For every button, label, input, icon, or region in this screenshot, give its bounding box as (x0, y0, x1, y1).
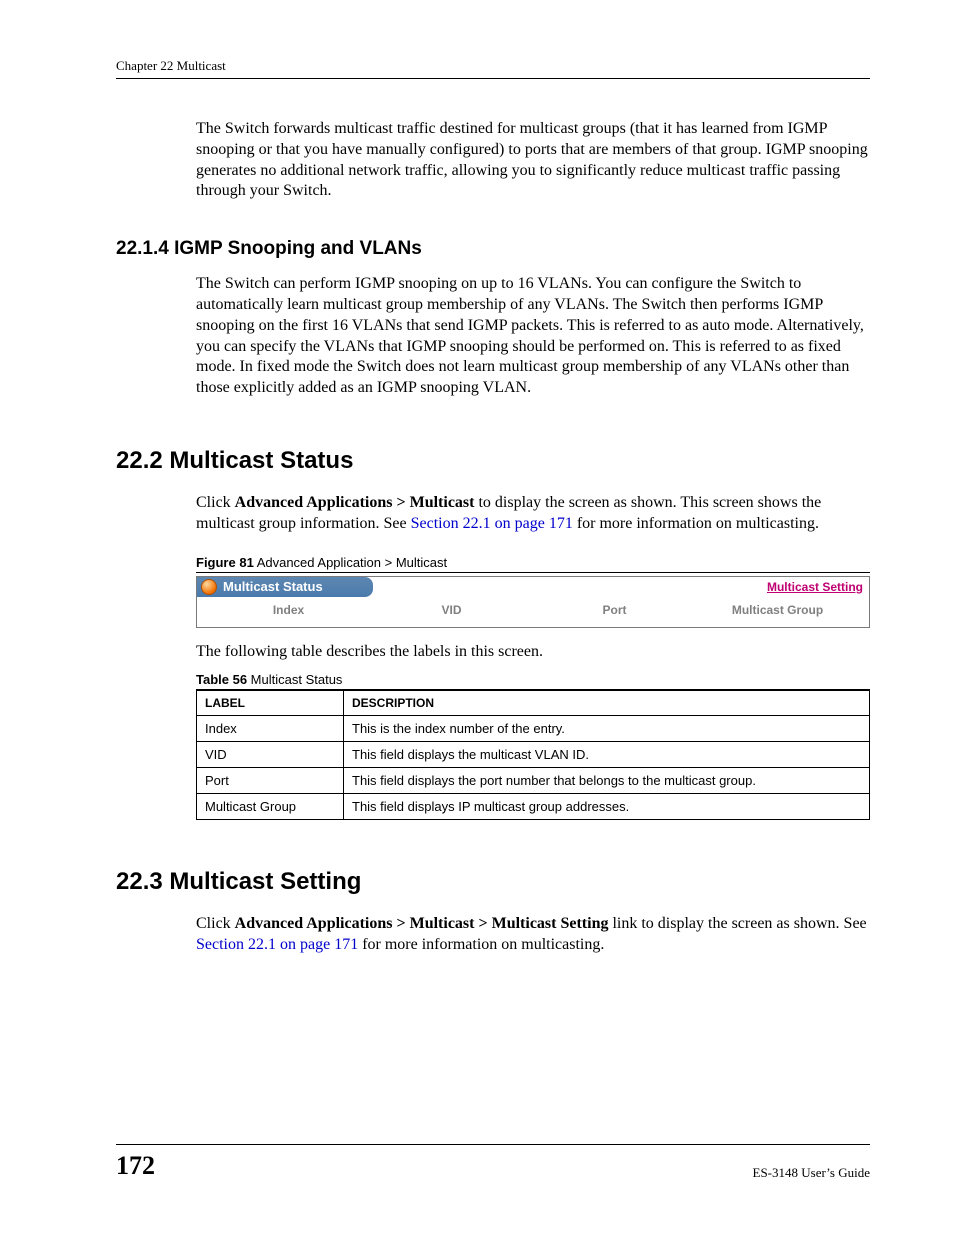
following-text: The following table describes the labels… (116, 642, 870, 663)
table-header-row: LABEL DESCRIPTION (197, 690, 870, 716)
para-22-3: Click Advanced Applications > Multicast … (116, 914, 870, 956)
table-56: LABEL DESCRIPTION Index This is the inde… (196, 689, 870, 820)
text: for more information on multicasting. (358, 936, 604, 953)
col-vid: VID (370, 603, 533, 617)
col-index: Index (207, 603, 370, 617)
ui-column-headers: Index VID Port Multicast Group (197, 597, 869, 627)
table-row: Index This is the index number of the en… (197, 716, 870, 742)
ui-titlebar: Multicast Status Multicast Setting (197, 577, 869, 597)
table-caption: Table 56 Multicast Status (196, 672, 870, 687)
ui-title-pill: Multicast Status (197, 577, 373, 597)
nav-path: Advanced Applications > Multicast > Mult… (235, 915, 609, 932)
table-title: Multicast Status (247, 672, 342, 687)
th-label: LABEL (197, 690, 344, 716)
guide-name: ES-3148 User’s Guide (753, 1165, 870, 1181)
orb-icon (201, 579, 217, 595)
heading-22-3: 22.3 Multicast Setting (116, 868, 870, 896)
multicast-status-screenshot: Multicast Status Multicast Setting Index… (196, 576, 870, 628)
xref-22-1[interactable]: Section 22.1 on page 171 (196, 936, 358, 953)
col-port: Port (533, 603, 696, 617)
th-description: DESCRIPTION (344, 690, 870, 716)
text: Click (196, 494, 235, 511)
text: for more information on multicasting. (573, 515, 819, 532)
running-header: Chapter 22 Multicast (116, 58, 870, 79)
figure-title: Advanced Application > Multicast (254, 555, 447, 570)
col-multicast-group: Multicast Group (696, 603, 859, 617)
cell-desc: This field displays IP multicast group a… (344, 794, 870, 820)
xref-22-1[interactable]: Section 22.1 on page 171 (411, 515, 573, 532)
table-row: Port This field displays the port number… (197, 768, 870, 794)
page-footer: 172 ES-3148 User’s Guide (116, 1144, 870, 1181)
cell-label: Port (197, 768, 344, 794)
ui-title: Multicast Status (223, 579, 323, 594)
text: link to display the screen as shown. See (608, 915, 866, 932)
page-number: 172 (116, 1151, 155, 1181)
nav-path: Advanced Applications > Multicast (235, 494, 475, 511)
text: Click (196, 915, 235, 932)
para-22-1-4: The Switch can perform IGMP snooping on … (116, 274, 870, 399)
table-row: Multicast Group This field displays IP m… (197, 794, 870, 820)
figure-81: Multicast Status Multicast Setting Index… (196, 572, 870, 628)
figure-caption: Figure 81 Advanced Application > Multica… (196, 555, 870, 570)
table-label: Table 56 (196, 672, 247, 687)
cell-label: Index (197, 716, 344, 742)
cell-label: Multicast Group (197, 794, 344, 820)
cell-desc: This field displays the port number that… (344, 768, 870, 794)
figure-label: Figure 81 (196, 555, 254, 570)
para-22-2: Click Advanced Applications > Multicast … (116, 493, 870, 535)
cell-desc: This field displays the multicast VLAN I… (344, 742, 870, 768)
cell-label: VID (197, 742, 344, 768)
intro-paragraph: The Switch forwards multicast traffic de… (116, 119, 870, 202)
multicast-setting-link[interactable]: Multicast Setting (767, 580, 863, 594)
heading-22-1-4: 22.1.4 IGMP Snooping and VLANs (116, 238, 870, 260)
table-row: VID This field displays the multicast VL… (197, 742, 870, 768)
cell-desc: This is the index number of the entry. (344, 716, 870, 742)
heading-22-2: 22.2 Multicast Status (116, 447, 870, 475)
